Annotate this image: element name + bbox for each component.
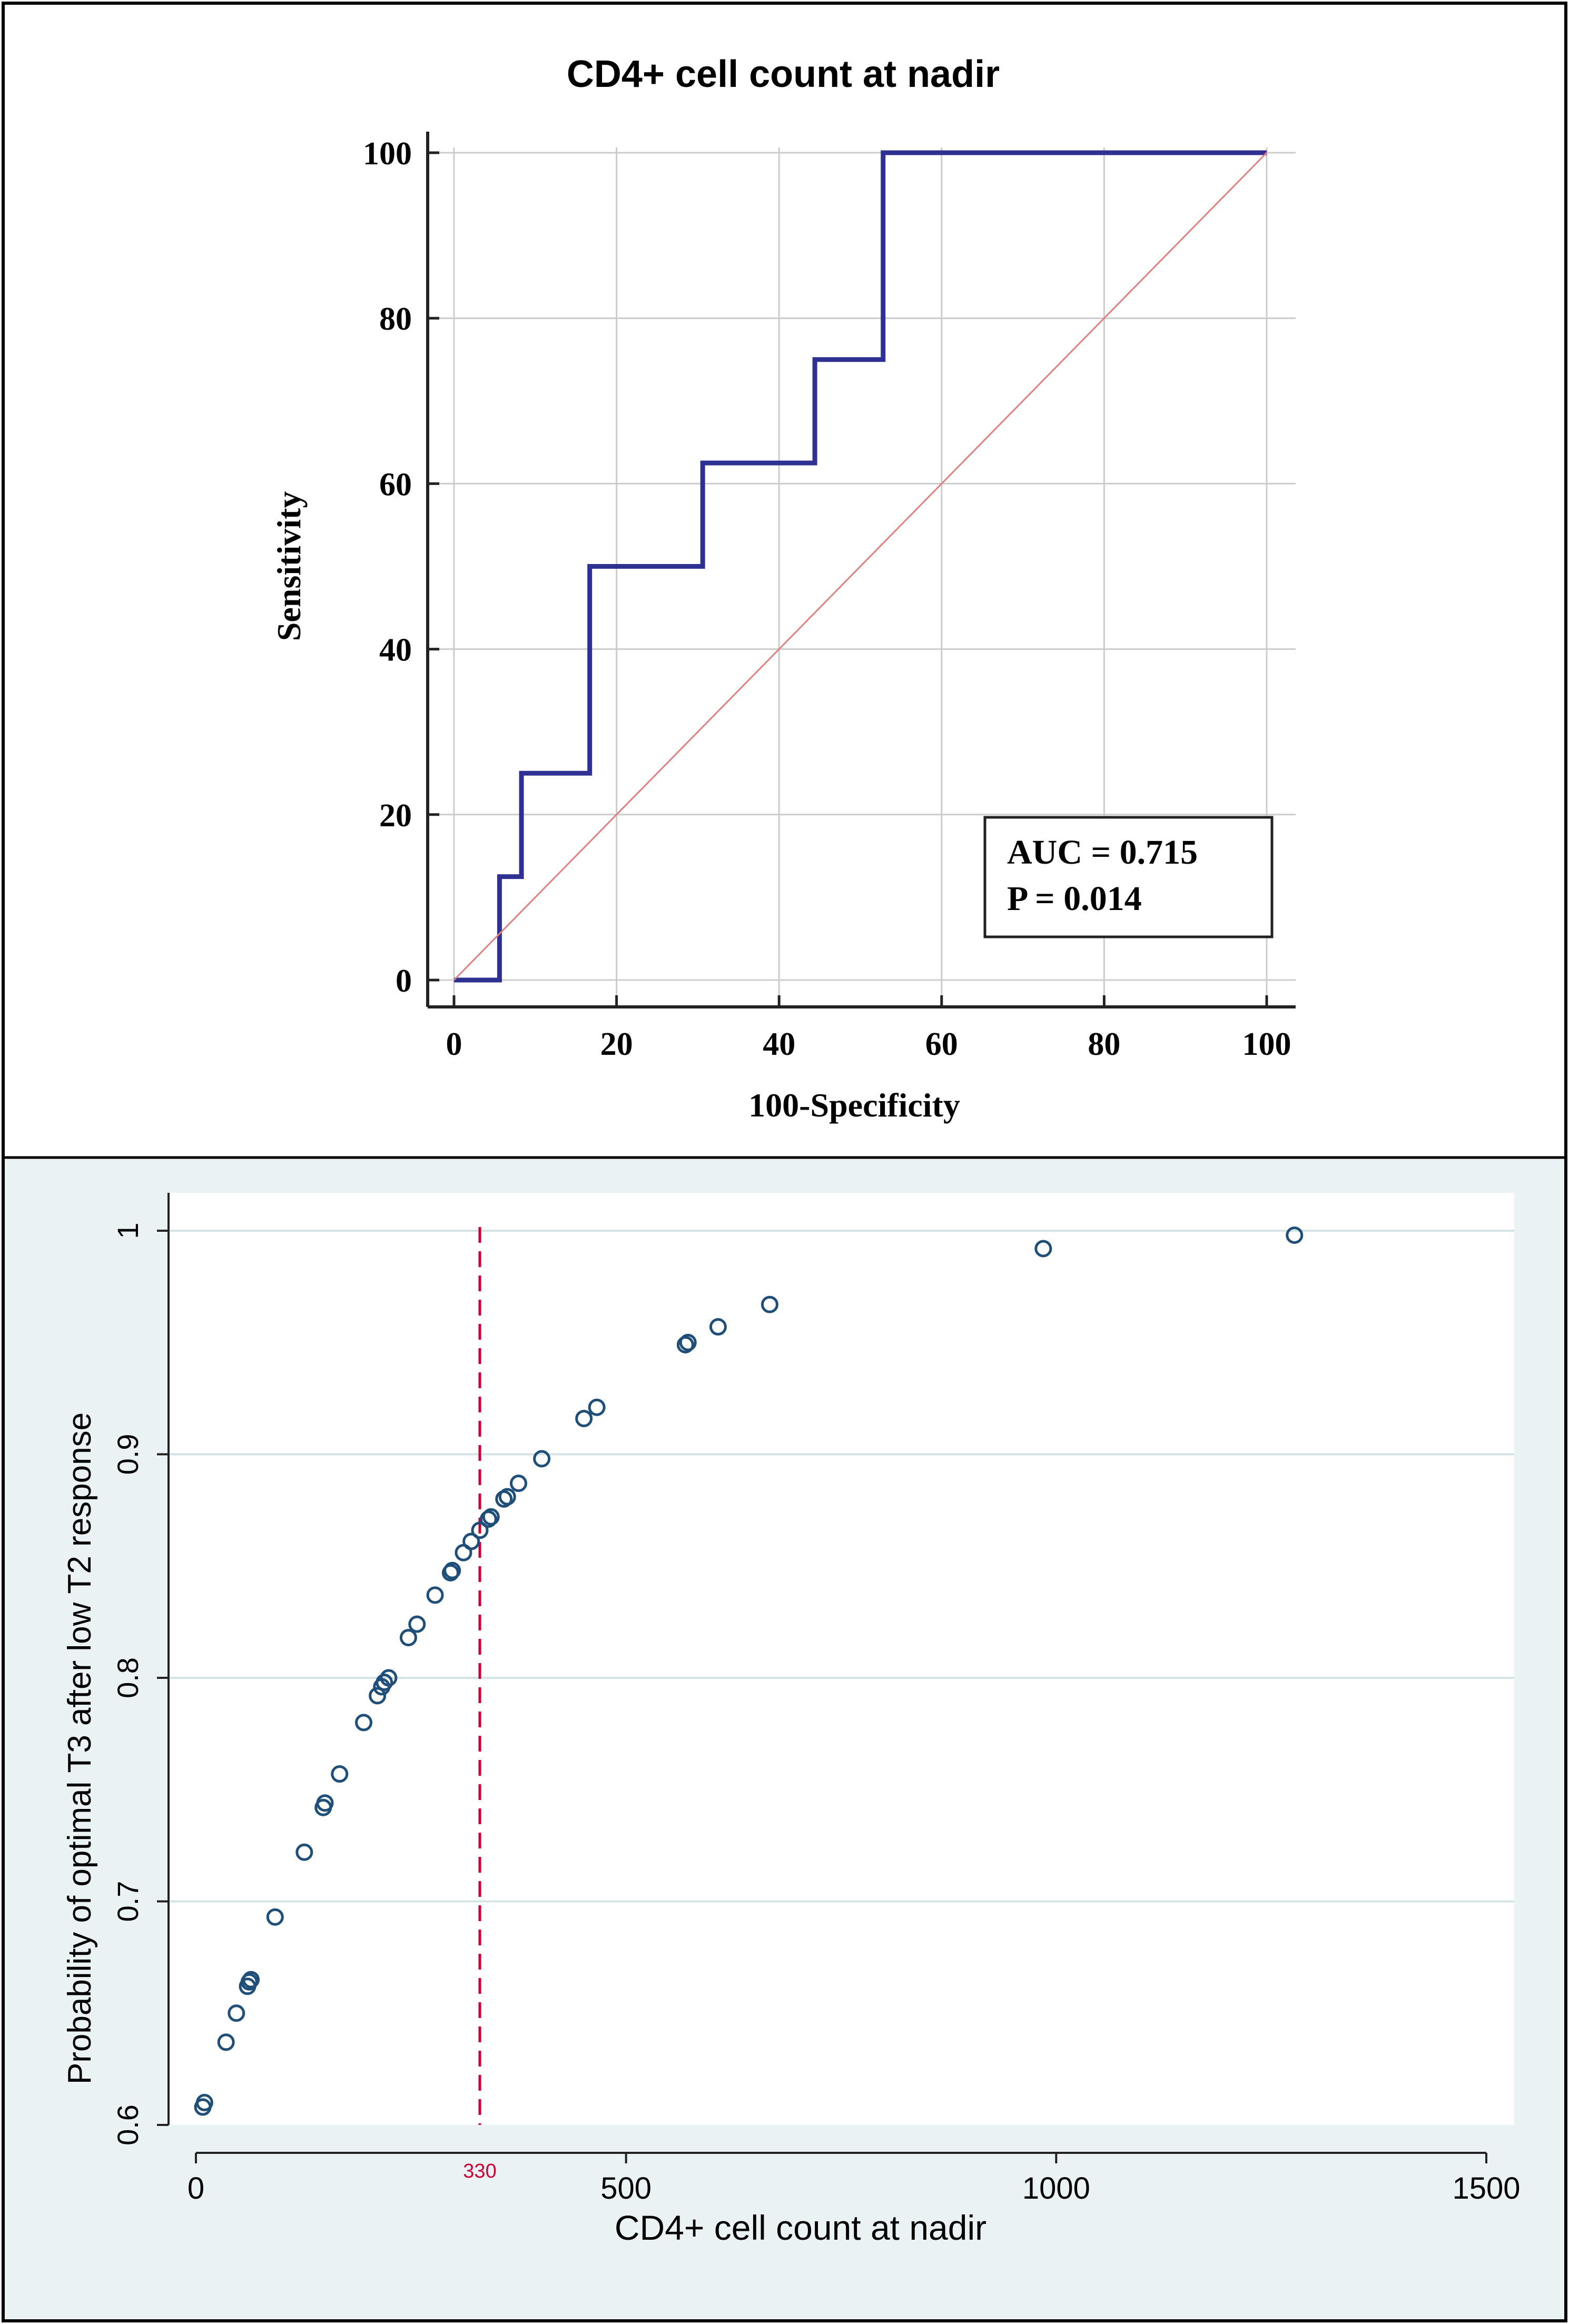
scatter-point — [355, 1714, 372, 1732]
roc-tick-labels: 0 20 40 60 80 100 0 20 40 60 80 100 — [363, 136, 1291, 1062]
scatter-point — [479, 1510, 497, 1528]
roc-x-tick-label: 40 — [763, 1026, 795, 1062]
scatter-gridlines — [169, 1230, 1514, 1903]
scatter-point — [709, 1318, 727, 1336]
scatter-point — [266, 1908, 284, 1926]
scatter-point — [1034, 1240, 1052, 1258]
scatter-axes — [157, 1193, 1487, 2163]
roc-x-axis-label: 100-Specificity — [748, 1086, 960, 1124]
scatter-point — [498, 1488, 516, 1506]
scatter-y-tick-label: 0.9 — [111, 1434, 144, 1475]
roc-y-tick-label: 60 — [379, 467, 412, 502]
roc-x-tick-label: 0 — [446, 1026, 462, 1062]
roc-curve-line — [454, 150, 1267, 983]
scatter-x-axis-label: CD4+ cell count at nadir — [615, 2208, 986, 2247]
scatter-point — [482, 1508, 500, 1526]
roc-y-tick-label: 80 — [379, 301, 412, 337]
p-value-annotation: P = 0.014 — [1007, 879, 1142, 918]
roc-diagonal-reference-line — [453, 152, 1268, 981]
roc-y-tick-label: 20 — [379, 798, 412, 834]
scatter-y-tick-label: 0.8 — [111, 1657, 144, 1698]
scatter-x-tick-label: 0 — [188, 2171, 204, 2206]
roc-x-tick-label: 60 — [925, 1026, 958, 1062]
scatter-point — [761, 1295, 778, 1313]
scatter-point — [316, 1794, 334, 1812]
roc-x-tick-label: 100 — [1242, 1026, 1291, 1062]
scatter-point — [533, 1450, 551, 1468]
scatter-point — [195, 2094, 213, 2112]
roc-x-tick-label: 80 — [1088, 1026, 1120, 1062]
scatter-y-tick-label: 0.6 — [111, 2104, 144, 2145]
roc-axes — [426, 132, 1296, 1008]
scatter-point — [510, 1475, 527, 1492]
scatter-point — [331, 1765, 349, 1783]
scatter-point — [676, 1336, 694, 1353]
roc-y-tick-label: 40 — [379, 632, 412, 668]
scatter-x-tick-label: 500 — [600, 2171, 652, 2206]
scatter-y-tick-label: 0.7 — [111, 1881, 144, 1922]
roc-series — [453, 150, 1268, 983]
roc-annotation-box: AUC = 0.715 P = 0.014 — [983, 816, 1274, 938]
auc-annotation: AUC = 0.715 — [1007, 833, 1198, 872]
scatter-plot-area — [169, 1193, 1514, 2125]
scatter-point — [295, 1843, 313, 1861]
roc-y-axis-label: Sensitivity — [270, 491, 308, 641]
scatter-y-tick-label: 1 — [111, 1222, 144, 1239]
roc-gridlines — [427, 147, 1296, 1006]
scatter-point — [471, 1521, 489, 1539]
scatter-x-tick-label: 1500 — [1452, 2171, 1520, 2206]
roc-title: CD4+ cell count at nadir — [567, 53, 1000, 95]
scatter-point — [380, 1669, 398, 1687]
annotation-box-frame — [983, 816, 1274, 938]
roc-y-tick-label: 100 — [363, 136, 412, 172]
scatter-point — [426, 1586, 444, 1604]
roc-y-tick-label: 0 — [396, 963, 412, 999]
scatter-point — [1286, 1226, 1304, 1244]
scatter-tick-labels: 0.6 0.7 0.8 0.9 1 0 500 1000 1500 — [111, 1222, 1521, 2206]
scatter-point — [376, 1673, 393, 1691]
scatter-chart: 0.6 0.7 0.8 0.9 1 0 500 1000 1500 330 CD4+ cell … — [5, 1159, 1564, 2319]
scatter-point — [575, 1410, 593, 1428]
scatter-point — [399, 1629, 417, 1647]
cutoff-label: 330 — [463, 2160, 496, 2182]
scatter-point — [443, 1561, 461, 1579]
scatter-point — [217, 2033, 235, 2051]
cutoff-reference: 330 — [463, 1227, 497, 2182]
scatter-point — [228, 2004, 245, 2022]
scatter-point — [242, 1971, 260, 1989]
scatter-point — [462, 1532, 480, 1550]
scatter-y-axis-label: Probability of optimal T3 after low T2 r… — [62, 1412, 98, 2084]
scatter-x-tick-label: 1000 — [1022, 2171, 1090, 2206]
roc-x-tick-label: 20 — [600, 1026, 633, 1062]
scatter-point — [369, 1687, 387, 1705]
scatter-points — [194, 1226, 1304, 2116]
roc-chart: CD4+ cell count at nadir 0 20 40 60 80 100 0 20… — [270, 53, 1296, 1124]
scatter-point — [679, 1333, 697, 1351]
scatter-point — [588, 1398, 606, 1416]
scatter-point — [408, 1615, 426, 1633]
